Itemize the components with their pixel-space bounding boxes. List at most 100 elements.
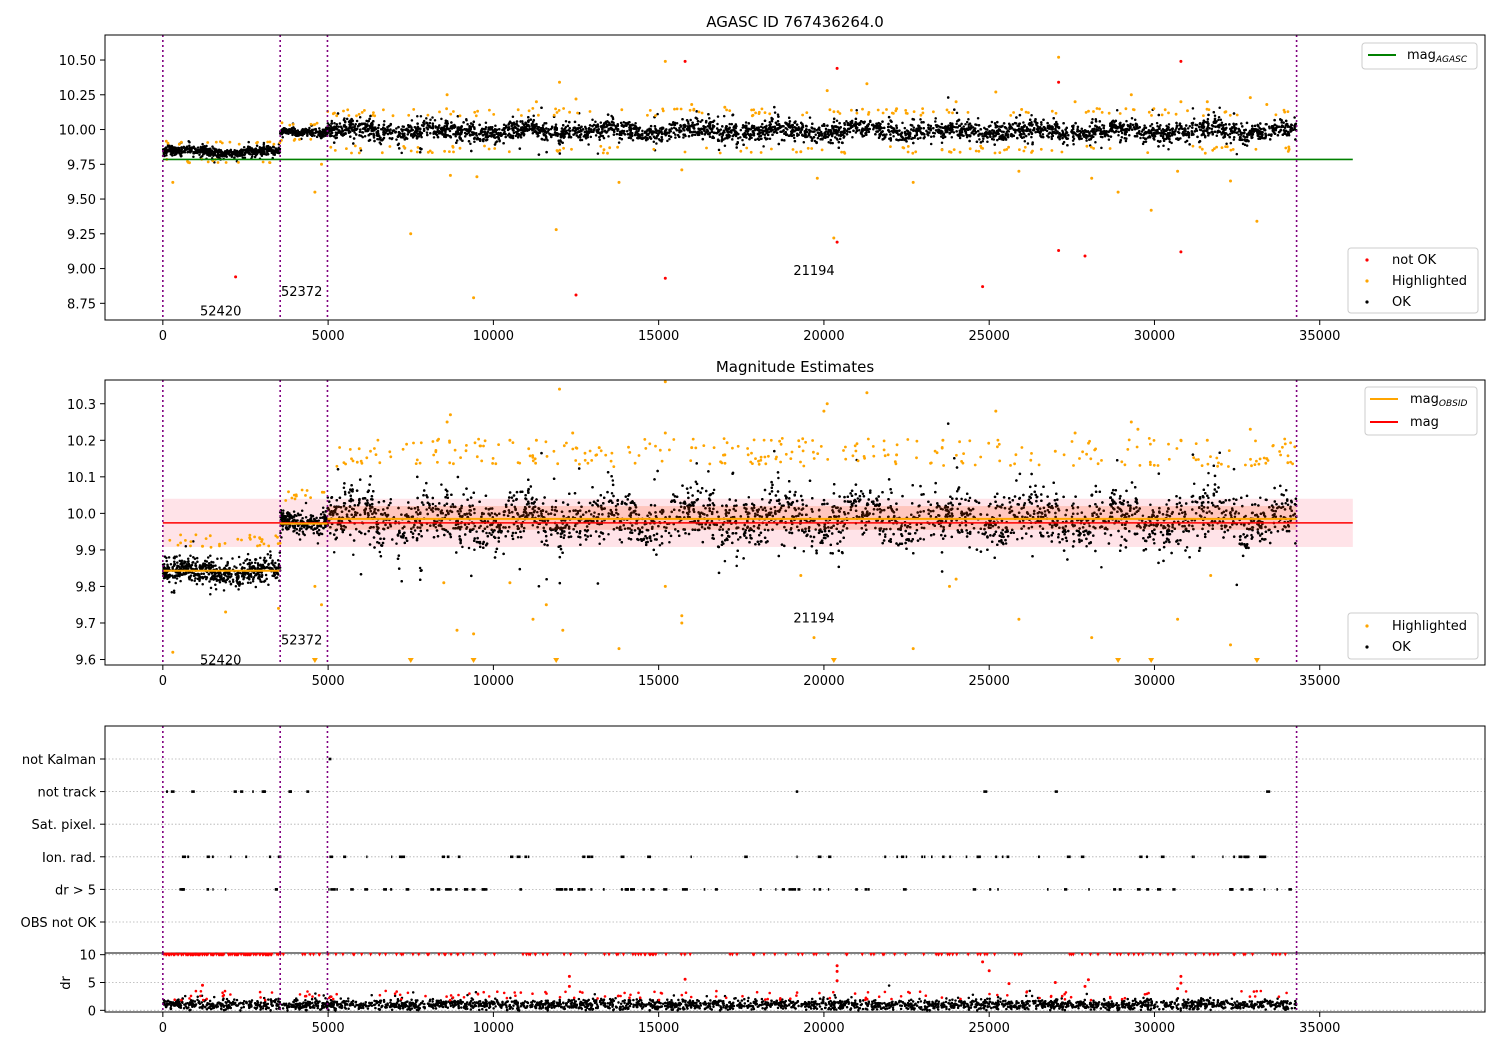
panel1-ok-point	[1217, 115, 1221, 119]
panel1-ok-point	[467, 139, 471, 143]
panel1-ok-point	[204, 147, 208, 150]
panel1-ok-point	[473, 140, 476, 144]
panel1-ok-point	[364, 126, 368, 129]
panel1-ok-point	[725, 125, 728, 128]
panel1-ok-point	[1149, 124, 1152, 128]
panel1-ok-point	[266, 144, 270, 148]
panel1-ok-point	[905, 129, 909, 132]
panel1-ok-point	[400, 128, 403, 131]
panel1-ok-point	[1150, 122, 1154, 126]
panel1-ok-point	[919, 136, 922, 140]
panel1-ok-point	[300, 129, 303, 132]
panel1-ok-point	[1041, 133, 1045, 136]
panel1-ok-point	[748, 133, 751, 137]
panel1-ok-point	[313, 134, 316, 137]
panel1-ok-point	[758, 128, 762, 132]
panel1-ok-point	[1228, 123, 1231, 126]
panel1-ok-point	[689, 118, 692, 122]
panel1-ok-point	[1173, 133, 1177, 136]
panel1-ok-point	[407, 123, 410, 127]
panel1-ok-point	[355, 119, 359, 123]
panel1-ok-point	[970, 124, 973, 127]
panel1-ok-point	[310, 130, 314, 133]
panel1-ok-point	[1283, 132, 1286, 135]
panel1-ok-point	[639, 136, 643, 140]
panel1-ok-point	[419, 147, 423, 151]
panel1-ok-point	[242, 146, 246, 149]
panel1-ok-point	[681, 117, 684, 121]
panel1-ok-point	[1059, 134, 1062, 138]
panel1-ok-point	[338, 122, 342, 125]
panel1-ok-point	[691, 121, 694, 124]
panel1-ok-point	[213, 150, 217, 154]
panel1-ok-point	[395, 138, 398, 141]
panel1-ok-point	[494, 124, 497, 128]
panel1-ok-point	[597, 125, 600, 128]
panel1-ok-point	[784, 126, 787, 130]
panel1-ok-point	[561, 123, 565, 127]
panel1-ok-point	[320, 131, 324, 134]
panel1-ok-point	[1208, 127, 1211, 130]
panel1-ok-point	[368, 132, 372, 136]
panel1-ok-point	[982, 137, 985, 141]
panel1-ok-point	[770, 130, 773, 133]
panel1-ok-point	[620, 124, 624, 127]
panel1-ok-point	[256, 149, 260, 152]
panel1-ok-point	[306, 134, 309, 138]
panel1-ok-point	[280, 132, 284, 135]
panel1-ok-point	[332, 141, 336, 144]
panel1-ok-point	[977, 134, 980, 137]
panel1-ok-point	[272, 145, 276, 149]
panel1-ok-point	[466, 122, 469, 126]
panel1-ok-point	[1251, 124, 1254, 128]
panel1-ok-point	[646, 137, 649, 141]
panel1-ok-point	[838, 137, 842, 141]
panel1-ok-point	[594, 120, 597, 124]
panel1-ok-point	[682, 133, 685, 136]
panel1-ok-point	[472, 120, 476, 123]
panel1-ok-point	[568, 129, 572, 133]
panel1-ok-point	[1131, 123, 1135, 127]
panel1-ok-point	[836, 138, 839, 141]
panel1-ok-point	[179, 155, 183, 158]
panel1-ok-point	[977, 124, 981, 127]
panel1-ok-point	[1206, 131, 1210, 134]
panel1-ok-point	[1155, 121, 1159, 125]
panel1-ok-point	[208, 149, 211, 153]
panel1-ok-point	[1065, 137, 1069, 140]
panel1-ok-point	[835, 119, 839, 123]
panel1-ok-point	[1091, 118, 1094, 121]
panel1-ok-point	[547, 127, 550, 131]
panel1-ok-point	[511, 136, 515, 140]
panel1-ok-point	[994, 131, 997, 135]
panel1-ok-point	[1183, 127, 1187, 130]
panel1-ok-point	[632, 127, 636, 130]
panel1-ok-point	[1139, 136, 1142, 140]
panel1-ok-point	[1226, 133, 1230, 137]
panel1-ok-point	[675, 128, 679, 132]
panel1-ok-point	[281, 136, 284, 139]
panel1-ok-point	[617, 141, 621, 144]
panel1-ok-point	[1087, 135, 1090, 138]
panel1-ok-point	[1243, 143, 1247, 147]
panel1-ok-point	[1237, 127, 1241, 131]
panel1-ok-point	[1177, 127, 1181, 131]
panel1-ok-point	[1101, 123, 1104, 127]
panel1-ok-point	[1152, 131, 1155, 135]
panel1-ok-point	[591, 124, 594, 128]
panel1-ok-point	[583, 130, 587, 134]
panel1-ok-point	[721, 125, 724, 128]
panel1-ok-point	[760, 137, 763, 141]
panel1-ok-point	[188, 141, 191, 144]
panel1-ok-point	[264, 147, 267, 151]
panel1-ok-point	[767, 130, 771, 134]
panel1-ok-point	[358, 130, 362, 134]
panel1-ok-point	[352, 142, 355, 145]
panel1-ok-point	[504, 124, 508, 128]
panel1-ok-point	[940, 122, 944, 126]
panel1-ok-point	[994, 125, 998, 129]
panel1-ok-point	[1130, 116, 1134, 120]
panel1-ok-point	[216, 151, 219, 154]
panel1-ok-point	[808, 116, 812, 119]
